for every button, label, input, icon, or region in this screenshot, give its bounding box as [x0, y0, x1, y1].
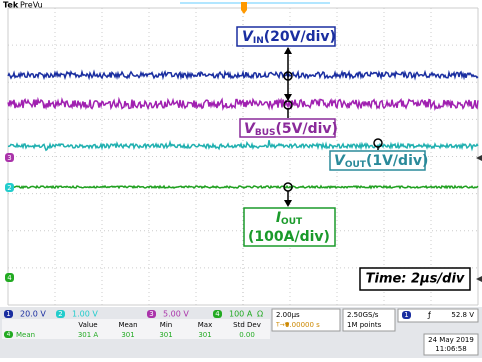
trigger-channel: 1: [404, 311, 408, 319]
trigger-level: 52.8 V: [451, 311, 474, 319]
ch-number: 4: [215, 310, 220, 318]
page: {"header": {"brand": "Tek", "mode": "Pre…: [0, 0, 482, 358]
ch-scale: 100 A: [229, 310, 253, 319]
brand: Tek: [3, 1, 19, 10]
ch-marker-label: 4: [7, 274, 12, 282]
annotation-scale: (100A/div): [248, 229, 330, 245]
scope-screen: Tek PreVu 3 2 4 VIN(20V/div) VBUS(5V/div…: [0, 0, 482, 358]
meas-header: Min: [160, 321, 172, 329]
meas-channel: 4: [7, 331, 11, 338]
ch-marker-label: 3: [7, 154, 11, 162]
meas-value: 301 A: [78, 331, 99, 339]
time-label: Time: 2µs/div: [366, 272, 465, 287]
meas-value: 301: [198, 331, 211, 339]
ch-marker-label: 2: [7, 184, 11, 192]
ch-scale: 5.00 V: [163, 310, 189, 319]
ch-marker-symbol: Ω: [257, 310, 263, 319]
time: 11:06:58: [435, 345, 466, 353]
position: 0.00000 s: [285, 321, 320, 329]
trigger-slope: ƒ: [427, 311, 431, 320]
timebase: 2.00µs: [276, 311, 300, 319]
sample-rate: 2.50GS/s: [347, 311, 379, 319]
ch-number: 1: [6, 310, 10, 318]
meas-value: 301: [159, 331, 172, 339]
meas-name: Mean: [16, 331, 35, 339]
meas-value: 0.00: [239, 331, 255, 339]
record-length: 1M points: [347, 321, 382, 329]
ch-number: 2: [58, 310, 62, 318]
meas-value: 301: [121, 331, 134, 339]
ch-scale: 1.00 V: [72, 310, 98, 319]
meas-header: Mean: [118, 321, 137, 329]
mode: PreVu: [20, 1, 43, 10]
background: [0, 0, 482, 358]
meas-header: Std Dev: [233, 321, 261, 329]
position-icon: T→▼: [275, 322, 290, 329]
meas-header: Value: [78, 321, 97, 329]
meas-header: Max: [198, 321, 212, 329]
ch-scale: 20.0 V: [20, 310, 46, 319]
ch-number: 3: [149, 310, 153, 318]
date: 24 May 2019: [428, 336, 474, 344]
